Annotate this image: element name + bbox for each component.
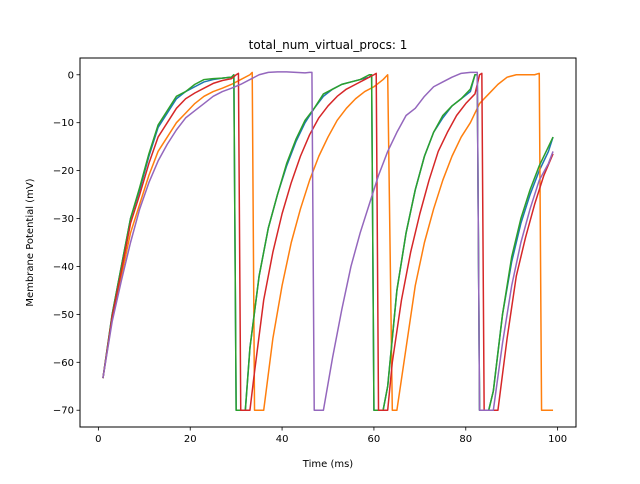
plot-area xyxy=(79,57,577,428)
y-tick-label: −40 xyxy=(53,262,74,273)
x-axis-ticks: 0 20 40 60 80 100 xyxy=(95,427,567,445)
axes-frame xyxy=(79,57,577,428)
axes-background xyxy=(80,58,576,427)
y-tick-label: −50 xyxy=(53,310,74,321)
x-tick-label: 80 xyxy=(459,434,472,445)
series-line-4 xyxy=(102,72,554,411)
y-tick-label: 0 xyxy=(68,70,74,81)
y-tick-label: −10 xyxy=(53,118,74,129)
x-tick-label: 60 xyxy=(368,434,381,445)
y-tick-label: −60 xyxy=(53,358,74,369)
chart-title: total_num_virtual_procs: 1 xyxy=(249,38,408,52)
y-tick-label: −20 xyxy=(53,166,74,177)
y-axis-ticks: 0 −10 −20 −30 −40 −50 −60 −70 xyxy=(53,70,80,417)
series-line-5 xyxy=(102,71,554,411)
y-tick-label: −30 xyxy=(53,214,74,225)
x-tick-label: 0 xyxy=(95,434,101,445)
series-group xyxy=(102,71,554,411)
y-tick-label: −70 xyxy=(53,406,74,417)
x-tick-label: 40 xyxy=(276,434,289,445)
series-line-2 xyxy=(102,71,554,411)
x-axis-label: Time (ms) xyxy=(302,459,354,470)
x-tick-label: 100 xyxy=(548,434,567,445)
x-tick-label: 20 xyxy=(184,434,197,445)
y-axis-label: Membrane Potential (mV) xyxy=(25,178,36,306)
